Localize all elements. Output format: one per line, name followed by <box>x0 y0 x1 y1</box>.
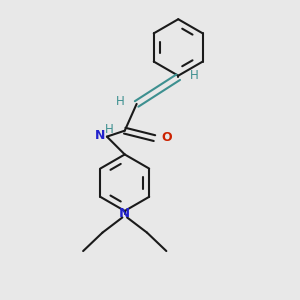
Text: H: H <box>105 123 114 136</box>
Text: H: H <box>116 95 125 108</box>
Text: O: O <box>161 131 172 144</box>
Text: N: N <box>95 129 105 142</box>
Text: N: N <box>119 207 130 220</box>
Text: H: H <box>190 69 199 82</box>
